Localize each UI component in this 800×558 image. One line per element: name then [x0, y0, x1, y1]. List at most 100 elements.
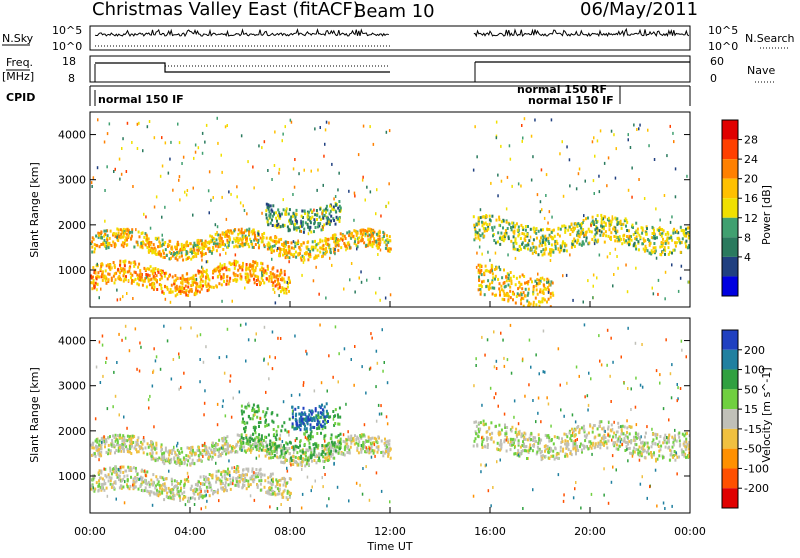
heatmap-cell [109, 470, 111, 473]
heatmap-cell [171, 452, 173, 455]
heatmap-cell [240, 201, 242, 204]
heatmap-cell [628, 229, 630, 232]
heatmap-cell [489, 218, 491, 221]
heatmap-cell [245, 268, 247, 271]
heatmap-cell [165, 477, 167, 480]
heatmap-cell [362, 238, 364, 241]
heatmap-cell [284, 250, 286, 253]
heatmap-cell [321, 255, 323, 258]
heatmap-cell [345, 237, 347, 240]
heatmap-cell [506, 275, 508, 278]
heatmap-cell [372, 449, 374, 452]
heatmap-cell [354, 195, 356, 198]
heatmap-cell [183, 244, 185, 247]
heatmap-cell [547, 228, 549, 231]
heatmap-cell [379, 231, 381, 234]
heatmap-cell [546, 301, 548, 304]
heatmap-cell [508, 237, 510, 240]
heatmap-cell [181, 251, 183, 254]
heatmap-cell [109, 435, 111, 438]
heatmap-cell [310, 451, 312, 454]
heatmap-cell [183, 496, 185, 499]
heatmap-cell [153, 282, 155, 285]
heatmap-cell [240, 230, 242, 233]
heatmap-cell [312, 435, 314, 438]
heatmap-cell [489, 259, 491, 262]
heatmap-cell [667, 233, 669, 236]
heatmap-cell [476, 155, 478, 158]
heatmap-cell [369, 125, 371, 128]
heatmap-cell [601, 437, 603, 440]
heatmap-cell [272, 245, 274, 248]
heatmap-cell [128, 270, 130, 273]
heatmap-cell [264, 479, 266, 482]
heatmap-cell [315, 226, 317, 229]
heatmap-cell [681, 265, 683, 268]
heatmap-cell [370, 231, 372, 234]
heatmap-cell [326, 217, 328, 220]
heatmap-cell [138, 122, 140, 125]
heatmap-cell [636, 235, 638, 238]
heatmap-cell [297, 457, 299, 460]
heatmap-cell [137, 266, 139, 269]
heatmap-cell [252, 166, 254, 169]
heatmap-cell [616, 255, 618, 258]
heatmap-cell [216, 448, 218, 451]
heatmap-cell [338, 244, 340, 247]
heatmap-cell [610, 429, 612, 432]
heatmap-cell [180, 480, 182, 483]
heatmap-cell [292, 416, 294, 419]
heatmap-cell [301, 274, 303, 277]
heatmap-cell [267, 248, 269, 251]
heatmap-cell [316, 427, 318, 430]
heatmap-cell [225, 231, 227, 234]
heatmap-cell [306, 462, 308, 465]
heatmap-cell [562, 140, 564, 143]
heatmap-cell [209, 242, 211, 245]
heatmap-cell [292, 193, 294, 196]
heatmap-cell [479, 229, 481, 232]
heatmap-cell [289, 418, 291, 421]
heatmap-cell [106, 487, 108, 490]
heatmap-cell [104, 239, 106, 242]
heatmap-cell [168, 244, 170, 247]
heatmap-cell [236, 240, 238, 243]
heatmap-cell [339, 239, 341, 242]
heatmap-cell [296, 424, 298, 427]
heatmap-cell [296, 226, 298, 229]
heatmap-cell [249, 270, 251, 273]
heatmap-cell [327, 459, 329, 462]
heatmap-cell [307, 258, 309, 261]
nave-tick-bottom: 0 [710, 72, 717, 85]
heatmap-cell [548, 291, 550, 294]
heatmap-cell [158, 240, 160, 243]
heatmap-cell [184, 461, 186, 464]
heatmap-cell [134, 477, 136, 480]
heatmap-cell [571, 223, 573, 226]
heatmap-cell [304, 443, 306, 446]
heatmap-cell [266, 237, 268, 240]
heatmap-cell [146, 470, 148, 473]
heatmap-cell [152, 272, 154, 275]
heatmap-cell [266, 450, 268, 453]
heatmap-cell [313, 453, 315, 456]
heatmap-cell [612, 215, 614, 218]
heatmap-cell [284, 273, 286, 276]
heatmap-cell [176, 287, 178, 290]
heatmap-cell [217, 266, 219, 269]
heatmap-cell [325, 247, 327, 250]
heatmap-cell [208, 478, 210, 481]
heatmap-cell [618, 238, 620, 241]
heatmap-cell [605, 234, 607, 237]
heatmap-cell [528, 288, 530, 291]
heatmap-cell [217, 142, 219, 145]
heatmap-cell [122, 439, 124, 442]
heatmap-cell [141, 446, 143, 449]
heatmap-cell [527, 248, 529, 251]
heatmap-cell [300, 455, 302, 458]
heatmap-cell [264, 425, 266, 428]
heatmap-cell [118, 228, 120, 231]
heatmap-cell [605, 230, 607, 233]
heatmap-cell [287, 450, 289, 453]
heatmap-cell [94, 243, 96, 246]
